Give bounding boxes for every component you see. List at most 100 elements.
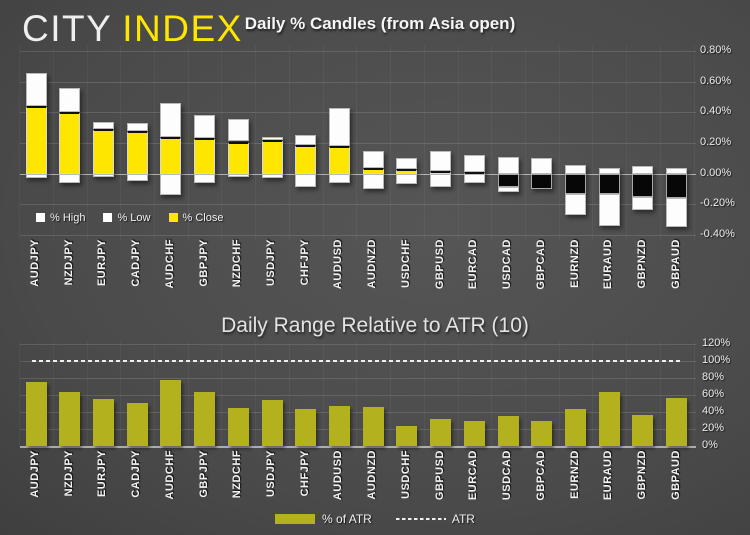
category-separator-line	[356, 45, 358, 240]
atr-chart-title: Daily Range Relative to ATR (10)	[221, 314, 529, 337]
category-separator-line	[491, 341, 493, 446]
x-label-CADJPY: CADJPY	[130, 450, 143, 498]
candle-high-segment	[362, 150, 384, 168]
candle-close-segment	[531, 173, 553, 190]
candles-legend: % High % Low % Close	[36, 212, 223, 224]
candle-bar-CHFJPY	[295, 45, 317, 240]
gridline-0.00%	[20, 173, 696, 176]
atr-bar-GBPJPY	[194, 392, 216, 446]
category-separator-line	[693, 45, 695, 240]
candle-high-segment	[463, 155, 485, 173]
candle-high-segment	[227, 118, 249, 142]
candle-close-segment	[497, 173, 519, 188]
category-separator-line	[457, 45, 459, 240]
gridline-40%	[20, 412, 696, 413]
candle-bar-NZDJPY	[59, 45, 81, 240]
category-separator-line	[558, 341, 560, 446]
candle-low-segment	[261, 173, 283, 179]
x-label-AUDUSD: AUDUSD	[332, 450, 345, 501]
legend-item-pct-of-atr: % of ATR	[275, 512, 372, 526]
x-label-EURCAD: EURCAD	[467, 450, 480, 501]
atr-bar-EURJPY	[92, 399, 114, 446]
y-tick-label: 0.40%	[700, 105, 732, 118]
candle-bar-USDJPY	[261, 45, 283, 240]
atr-bar-AUDCHF	[160, 379, 182, 446]
candle-bar-NZDCHF	[227, 45, 249, 240]
candle-bar-USDCAD	[497, 45, 519, 240]
candle-low-segment	[92, 173, 114, 177]
candle-bar-EURCAD	[463, 45, 485, 240]
x-label-EURAUD: EURAUD	[602, 239, 615, 290]
gridline-20%	[20, 429, 696, 430]
y-tick-label: 0.20%	[700, 136, 732, 148]
category-separator-line	[288, 45, 290, 240]
candle-low-segment	[463, 173, 485, 183]
candle-high-segment	[396, 158, 418, 170]
category-separator-line	[390, 341, 392, 446]
candle-bar-GBPNZD	[632, 45, 654, 240]
x-label-NZDJPY: NZDJPY	[62, 239, 75, 286]
y-tick-label: -0.40%	[700, 228, 735, 241]
y-tick-label: 0%	[702, 439, 718, 451]
category-separator-line	[322, 341, 324, 446]
x-label-GBPCAD: GBPCAD	[534, 239, 547, 290]
candle-high-segment	[430, 150, 452, 171]
candle-low-segment	[25, 173, 47, 179]
atr-bar-USDJPY	[261, 400, 283, 446]
candles-y-axis: 0.80% 0.60% 0.40% 0.20% 0.00% -0.20% -0.40%	[700, 44, 750, 245]
candle-close-segment	[126, 130, 148, 174]
x-label-GBPUSD: GBPUSD	[433, 239, 446, 290]
x-label-EURJPY: EURJPY	[96, 239, 109, 287]
x-label-GBPNZD: GBPNZD	[635, 450, 648, 500]
gridline-0.80%	[20, 51, 696, 52]
x-label-USDJPY: USDJPY	[265, 450, 278, 498]
close-swatch-icon	[168, 213, 178, 222]
x-label-AUDNZD: AUDNZD	[366, 450, 379, 500]
candle-high-segment	[632, 166, 654, 174]
candle-bar-EURJPY	[92, 45, 114, 240]
category-separator-line	[221, 45, 223, 240]
y-tick-label: 0.60%	[700, 74, 732, 87]
logo-city-text: CITY	[22, 8, 113, 49]
category-separator-line	[255, 45, 257, 240]
y-tick-label: 20%	[702, 422, 725, 434]
candle-high-segment	[126, 123, 148, 131]
category-separator-line	[693, 341, 695, 446]
atr-y-axis: 120% 100% 80% 60% 40% 20% 0%	[702, 337, 750, 451]
legend-label-pct-of-atr: % of ATR	[322, 512, 372, 526]
x-label-GBPCAD: GBPCAD	[534, 450, 547, 501]
y-tick-label: 0.80%	[700, 44, 732, 56]
y-tick-label: 120%	[702, 337, 731, 349]
candle-bar-GBPAUD	[666, 45, 688, 240]
category-separator-line	[187, 45, 189, 240]
gridline-120%	[20, 344, 696, 345]
candle-bar-GBPJPY	[194, 45, 216, 240]
atr-bar-USDCHF	[396, 425, 418, 446]
candle-close-segment	[430, 170, 452, 174]
gridline--0.40%	[20, 235, 696, 237]
low-swatch-icon	[103, 213, 113, 222]
candle-low-segment	[328, 173, 350, 183]
x-label-CHFJPY: CHFJPY	[298, 239, 311, 286]
candle-high-segment	[261, 136, 283, 140]
candle-close-segment	[261, 139, 283, 174]
candle-bar-AUDNZD	[362, 45, 384, 240]
gridline-60%	[20, 395, 696, 396]
x-label-EURAUD: EURAUD	[602, 450, 615, 501]
atr-bar-USDCAD	[497, 416, 519, 446]
category-separator-line	[457, 341, 459, 446]
x-label-GBPJPY: GBPJPY	[197, 450, 210, 498]
atr-dotted-line-icon	[395, 518, 446, 520]
pct-of-atr-swatch-icon	[275, 514, 316, 524]
category-separator-line	[356, 341, 358, 446]
category-separator-line	[154, 45, 156, 240]
candle-high-segment	[59, 87, 81, 113]
candle-close-segment	[396, 169, 418, 174]
category-separator-line	[86, 341, 88, 446]
atr-bar-EURAUD	[598, 391, 620, 446]
category-separator-line	[52, 45, 54, 240]
category-separator-line	[659, 45, 661, 240]
atr-bar-AUDUSD	[328, 406, 350, 446]
category-separator-line	[592, 45, 594, 240]
gridline-0.60%	[20, 81, 696, 83]
